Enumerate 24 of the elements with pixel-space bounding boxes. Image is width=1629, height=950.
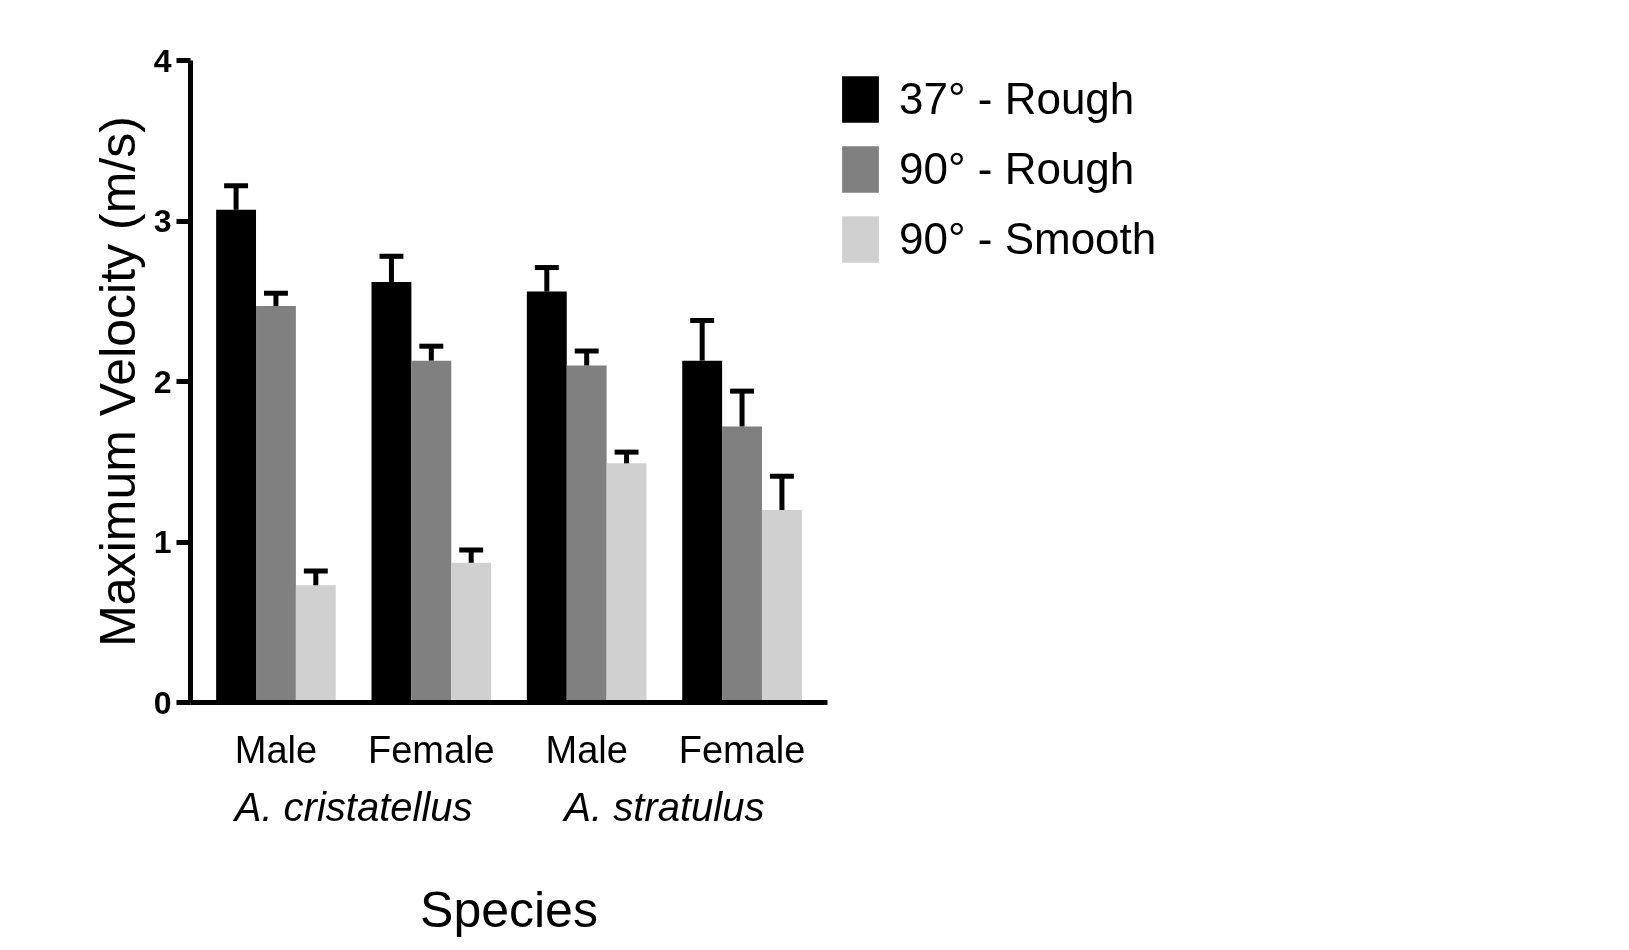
y-tick-label: 1 [153, 524, 172, 560]
legend-label: 90° - Rough [899, 144, 1135, 194]
legend-label: 37° - Rough [899, 74, 1135, 124]
y-tick-label: 0 [153, 684, 172, 721]
y-axis-title: Maximum Velocity (m/s) [89, 116, 146, 647]
bar [606, 463, 647, 703]
text: A. cristatellus [232, 784, 473, 829]
bar [566, 365, 607, 703]
legend-label: 90° - Smooth [899, 214, 1157, 264]
x-axis-title: Species [420, 881, 598, 938]
bar [451, 562, 492, 703]
x-tick-label: Male [234, 728, 318, 771]
bar [761, 509, 802, 703]
text: A. stratulus [562, 784, 765, 829]
x-tick-label: Male [545, 728, 628, 771]
y-tick-label: 4 [153, 42, 172, 79]
bar [295, 585, 336, 703]
bar [256, 306, 296, 703]
bar [722, 426, 762, 703]
x-tick-label: Female [367, 728, 495, 771]
y-tick-label: 2 [153, 363, 172, 400]
x-tick-label: Female [678, 728, 806, 771]
bar [411, 360, 452, 703]
y-tick-label: 3 [153, 203, 172, 239]
